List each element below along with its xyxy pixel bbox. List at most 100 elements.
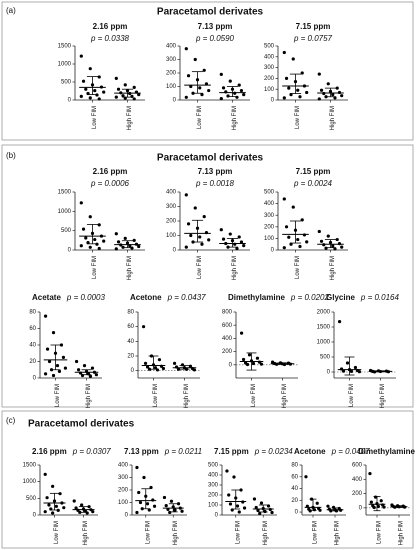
x-tick-label: Low FIM bbox=[197, 256, 203, 279]
y-tick-label: 400 bbox=[264, 201, 275, 207]
data-point bbox=[239, 488, 243, 492]
data-point bbox=[324, 246, 328, 250]
data-point bbox=[239, 240, 244, 244]
data-point bbox=[270, 510, 274, 515]
data-point bbox=[135, 510, 139, 515]
y-tick-label: 20 bbox=[127, 354, 134, 360]
data-point bbox=[51, 511, 55, 515]
data-point bbox=[87, 505, 91, 509]
data-point bbox=[132, 97, 136, 101]
data-point bbox=[93, 237, 97, 242]
data-point bbox=[331, 244, 335, 248]
data-point bbox=[221, 237, 226, 241]
data-point bbox=[164, 504, 168, 508]
chart-subtitle: p = 0.0164 bbox=[360, 293, 400, 302]
chart-title: 7.13 ppm bbox=[198, 22, 233, 31]
y-tick-label: 0 bbox=[68, 248, 72, 254]
panel-title: Paracetamol derivates bbox=[157, 7, 264, 18]
data-point bbox=[322, 243, 326, 247]
x-tick-label: High FIM bbox=[330, 106, 336, 130]
data-point bbox=[141, 325, 146, 329]
data-point bbox=[300, 71, 304, 75]
data-point bbox=[228, 502, 233, 506]
chart-title: 7.15 ppm bbox=[214, 447, 249, 456]
y-tick-label: 500 bbox=[264, 190, 275, 196]
data-point bbox=[287, 235, 291, 239]
y-tick-label: 300 bbox=[166, 57, 177, 63]
data-point bbox=[254, 505, 258, 510]
data-point bbox=[97, 75, 101, 79]
data-point bbox=[282, 197, 286, 201]
y-tick-label: 200 bbox=[208, 493, 219, 499]
x-tick-label: Low FIM bbox=[295, 256, 301, 279]
chart-title: Acetone bbox=[294, 447, 326, 456]
data-point bbox=[247, 353, 252, 357]
data-point bbox=[284, 225, 289, 229]
data-point bbox=[43, 314, 48, 318]
data-point bbox=[207, 238, 211, 242]
y-tick-label: 400 bbox=[352, 477, 363, 483]
y-tick-label: 1000 bbox=[317, 340, 331, 346]
data-point bbox=[239, 331, 244, 335]
y-tick-label: 200 bbox=[166, 71, 177, 77]
y-tick-label: 500 bbox=[61, 80, 72, 86]
data-point bbox=[340, 245, 344, 249]
data-point bbox=[282, 246, 286, 250]
y-tick-label: 200 bbox=[264, 76, 275, 82]
y-tick-label: 0 bbox=[68, 98, 72, 104]
data-point bbox=[43, 472, 47, 476]
panel-frame bbox=[1, 410, 414, 549]
data-point bbox=[255, 356, 260, 360]
data-point bbox=[337, 242, 342, 246]
data-point bbox=[225, 469, 229, 473]
y-tick-label: 500 bbox=[264, 44, 275, 50]
data-point bbox=[63, 366, 68, 370]
chart-subtitle: p = 0.0234 bbox=[254, 447, 294, 456]
data-point bbox=[193, 206, 197, 210]
panel-frame bbox=[1, 1, 414, 141]
data-point bbox=[282, 96, 286, 100]
data-point bbox=[368, 471, 372, 476]
y-tick-label: 400 bbox=[166, 190, 177, 196]
data-point bbox=[81, 79, 86, 83]
data-point bbox=[59, 343, 64, 347]
data-point bbox=[340, 94, 344, 98]
x-tick-label: High FIM bbox=[173, 521, 179, 545]
y-tick-label: 200 bbox=[118, 488, 129, 494]
data-point bbox=[84, 236, 88, 240]
data-point bbox=[76, 368, 81, 372]
chart-subtitle: p = 0.0407 bbox=[331, 447, 371, 456]
data-point bbox=[322, 91, 326, 96]
data-point bbox=[58, 492, 62, 496]
y-tick-label: 400 bbox=[166, 44, 177, 50]
data-point bbox=[90, 366, 95, 370]
y-tick-label: 600 bbox=[352, 463, 363, 469]
data-point bbox=[132, 85, 136, 89]
y-tick-label: 1500 bbox=[58, 190, 72, 196]
panel-frame bbox=[1, 144, 414, 408]
data-point bbox=[379, 499, 383, 503]
x-tick-label: High FIM bbox=[127, 256, 133, 280]
data-point bbox=[337, 320, 342, 324]
chart-subtitle: p = 0.0437 bbox=[167, 293, 207, 302]
data-point bbox=[176, 502, 181, 506]
y-tick-label: 0 bbox=[271, 98, 275, 104]
data-point bbox=[296, 237, 300, 242]
chart-title: 2.16 ppm bbox=[93, 167, 128, 176]
data-point bbox=[43, 510, 47, 514]
y-tick-label: 100 bbox=[264, 236, 275, 242]
y-tick-label: 80 bbox=[127, 310, 134, 316]
data-point bbox=[372, 505, 376, 510]
y-tick-label: 800 bbox=[222, 310, 233, 316]
data-point bbox=[193, 57, 197, 62]
panel-title: Paracetamol derivates bbox=[28, 419, 135, 430]
chart-subtitle: p = 0.0003 bbox=[66, 293, 106, 302]
y-tick-label: 100 bbox=[118, 500, 129, 506]
panel-label: (a) bbox=[6, 6, 16, 15]
y-tick-label: 1000 bbox=[58, 62, 72, 68]
y-tick-label: 0 bbox=[173, 98, 177, 104]
data-point bbox=[88, 245, 92, 249]
chart-title: 2.16 ppm bbox=[32, 447, 67, 456]
data-point bbox=[237, 83, 241, 87]
